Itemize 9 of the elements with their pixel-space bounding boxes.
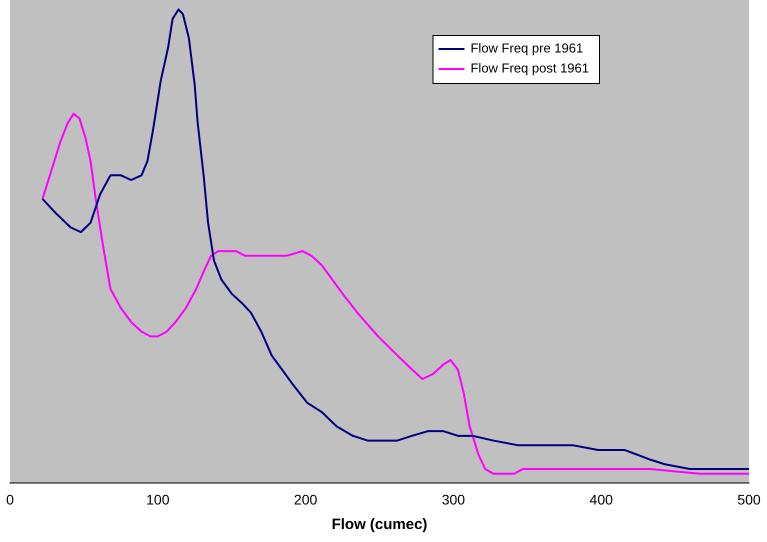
x-tick-label: 400 xyxy=(590,491,614,508)
legend-label: Flow Freq post 1961 xyxy=(470,60,590,76)
legend-label: Flow Freq pre 1961 xyxy=(470,40,584,56)
x-tick-label: 500 xyxy=(737,491,761,508)
x-tick-label: 200 xyxy=(294,491,318,508)
x-axis-title: Flow (cumec) xyxy=(332,516,428,534)
x-tick-label: 100 xyxy=(146,491,170,508)
x-tick-label: 0 xyxy=(6,491,14,508)
x-tick-label: 300 xyxy=(442,491,466,508)
